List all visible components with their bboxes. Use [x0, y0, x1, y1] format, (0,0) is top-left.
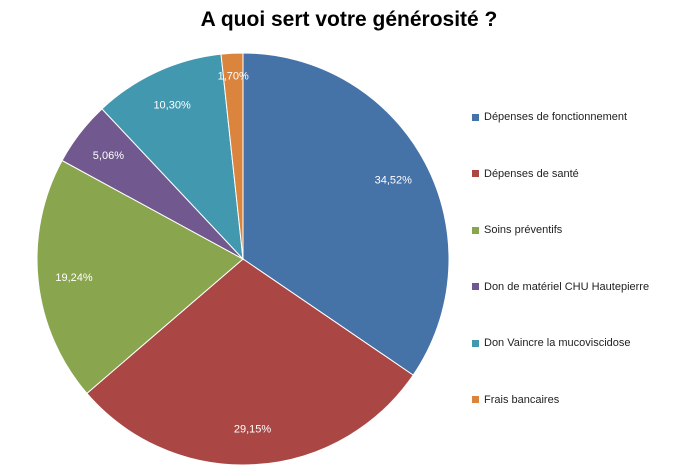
legend-swatch [472, 283, 479, 290]
legend-item-5: Don Vaincre la mucoviscidose [472, 334, 631, 352]
legend-swatch [472, 226, 479, 234]
legend-label: Dépenses de santé [484, 167, 579, 180]
data-label-2: 29,15% [234, 424, 272, 436]
legend-label: Don de matériel CHU Hautepierre [484, 280, 650, 293]
legend-label: Frais bancaires [484, 393, 560, 406]
data-label-5: 10,30% [153, 100, 191, 112]
pie-slice-2 [86, 258, 414, 466]
legend-label: Dépenses de fonctionnement [484, 111, 628, 123]
legend-swatch [472, 113, 479, 121]
legend-label: Soins préventifs [484, 224, 563, 236]
legend-item-1: Dépenses de fonctionnement [472, 108, 627, 126]
legend-swatch [472, 339, 479, 347]
legend-item-2: Dépenses de santé [472, 165, 579, 183]
legend-swatch [472, 396, 479, 403]
legend-item-6: Frais bancaires [472, 391, 559, 409]
pie-slice-6 [220, 52, 244, 260]
legend-item-3: Soins préventifs [472, 221, 562, 239]
legend-label: Don Vaincre la mucoviscidose [484, 337, 631, 349]
data-label-6: 1,70% [218, 70, 249, 82]
legend-swatch [472, 170, 479, 177]
legend-item-4: Don de matériel CHU Hautepierre [472, 278, 649, 296]
pie-slice-1 [242, 52, 450, 376]
data-label-1: 34,52% [375, 175, 413, 187]
chart-title: A quoi sert votre générosité ? [200, 8, 498, 31]
data-label-3: 19,24% [55, 272, 93, 284]
pie-slice-5 [101, 53, 244, 261]
data-label-4: 5,06% [93, 150, 124, 162]
pie-slice-3 [36, 159, 244, 395]
